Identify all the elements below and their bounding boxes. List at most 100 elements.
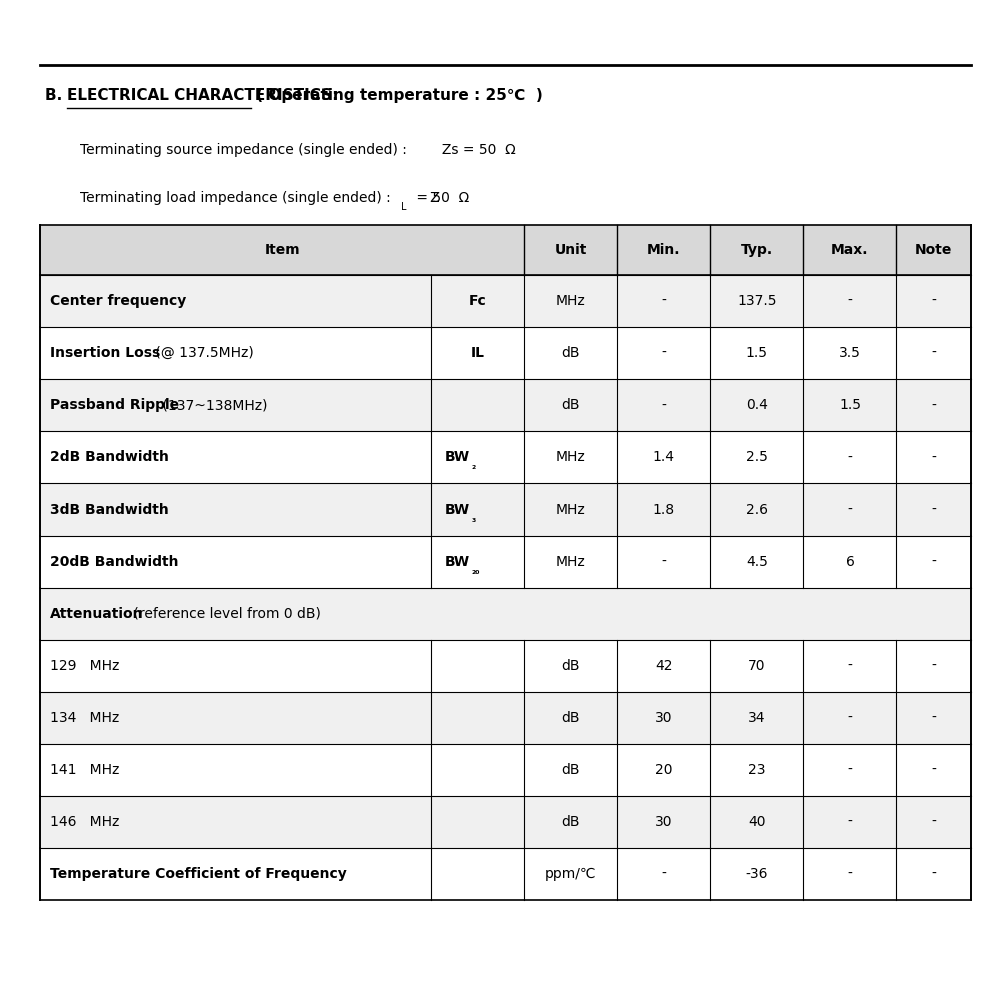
Text: -: - bbox=[931, 398, 936, 412]
Bar bbox=[40, 225, 971, 275]
Text: ₂: ₂ bbox=[471, 461, 475, 471]
Bar bbox=[40, 744, 971, 796]
Text: 20: 20 bbox=[655, 763, 673, 777]
Text: -: - bbox=[848, 659, 853, 673]
Text: ₃: ₃ bbox=[471, 514, 475, 524]
Text: -: - bbox=[931, 867, 936, 881]
Text: MHz: MHz bbox=[556, 450, 586, 464]
Text: -: - bbox=[662, 555, 667, 569]
Text: -: - bbox=[931, 450, 936, 464]
Text: 1.5: 1.5 bbox=[839, 398, 861, 412]
Text: 1.4: 1.4 bbox=[653, 450, 675, 464]
Text: ₂₀: ₂₀ bbox=[471, 566, 480, 576]
Text: BW: BW bbox=[444, 503, 469, 517]
Bar bbox=[40, 588, 971, 640]
Text: -: - bbox=[931, 711, 936, 725]
Text: = 50  Ω: = 50 Ω bbox=[412, 191, 469, 205]
Text: 3dB Bandwidth: 3dB Bandwidth bbox=[50, 503, 169, 517]
Text: BW: BW bbox=[444, 555, 469, 569]
Text: Insertion Loss: Insertion Loss bbox=[50, 346, 160, 360]
Bar bbox=[40, 796, 971, 848]
Text: 23: 23 bbox=[748, 763, 766, 777]
Bar bbox=[40, 275, 971, 327]
Text: 141   MHz: 141 MHz bbox=[50, 763, 119, 777]
Text: Terminating load impedance (single ended) :         Z: Terminating load impedance (single ended… bbox=[80, 191, 439, 205]
Text: 4.5: 4.5 bbox=[746, 555, 768, 569]
Text: 40: 40 bbox=[748, 815, 766, 829]
Text: -: - bbox=[848, 294, 853, 308]
Text: dB: dB bbox=[562, 711, 580, 725]
Text: (137~138MHz): (137~138MHz) bbox=[158, 398, 267, 412]
Text: MHz: MHz bbox=[556, 555, 586, 569]
Bar bbox=[40, 483, 971, 536]
Text: 34: 34 bbox=[748, 711, 766, 725]
Bar bbox=[40, 692, 971, 744]
Text: Min.: Min. bbox=[647, 243, 681, 257]
Text: (reference level from 0 dB): (reference level from 0 dB) bbox=[129, 607, 321, 621]
Bar bbox=[40, 536, 971, 588]
Text: -: - bbox=[848, 450, 853, 464]
Text: -: - bbox=[662, 294, 667, 308]
Text: Fc: Fc bbox=[468, 294, 486, 308]
Text: Max.: Max. bbox=[831, 243, 869, 257]
Text: MHz: MHz bbox=[556, 294, 586, 308]
Text: L: L bbox=[401, 202, 406, 212]
Text: -: - bbox=[931, 346, 936, 360]
Text: -: - bbox=[931, 294, 936, 308]
Text: 20dB Bandwidth: 20dB Bandwidth bbox=[50, 555, 178, 569]
Text: 3.5: 3.5 bbox=[839, 346, 861, 360]
Text: Terminating source impedance (single ended) :        Zs = 50  Ω: Terminating source impedance (single end… bbox=[80, 143, 516, 157]
Text: 6: 6 bbox=[846, 555, 855, 569]
Text: 146   MHz: 146 MHz bbox=[50, 815, 119, 829]
Text: 134   MHz: 134 MHz bbox=[50, 711, 119, 725]
Text: -: - bbox=[931, 555, 936, 569]
Bar bbox=[40, 640, 971, 692]
Text: dB: dB bbox=[562, 659, 580, 673]
Bar bbox=[40, 431, 971, 483]
Text: -36: -36 bbox=[746, 867, 768, 881]
Text: -: - bbox=[848, 867, 853, 881]
Text: 1.8: 1.8 bbox=[653, 503, 675, 517]
Text: 2dB Bandwidth: 2dB Bandwidth bbox=[50, 450, 169, 464]
Text: dB: dB bbox=[562, 398, 580, 412]
Text: Note: Note bbox=[915, 243, 952, 257]
Text: 0.4: 0.4 bbox=[746, 398, 768, 412]
Text: -: - bbox=[848, 711, 853, 725]
Text: -: - bbox=[931, 815, 936, 829]
Text: 2.5: 2.5 bbox=[746, 450, 768, 464]
Text: dB: dB bbox=[562, 815, 580, 829]
Text: 30: 30 bbox=[655, 711, 673, 725]
Text: (@ 137.5MHz): (@ 137.5MHz) bbox=[151, 346, 253, 360]
Text: Attenuation: Attenuation bbox=[50, 607, 143, 621]
Text: Center frequency: Center frequency bbox=[50, 294, 186, 308]
Text: dB: dB bbox=[562, 763, 580, 777]
Text: Item: Item bbox=[264, 243, 300, 257]
Text: Temperature Coefficient of Frequency: Temperature Coefficient of Frequency bbox=[50, 867, 346, 881]
Text: Passband Ripple: Passband Ripple bbox=[50, 398, 179, 412]
Text: 42: 42 bbox=[655, 659, 673, 673]
Text: ppm/℃: ppm/℃ bbox=[545, 867, 597, 881]
Text: 1.5: 1.5 bbox=[746, 346, 768, 360]
Text: MHz: MHz bbox=[556, 503, 586, 517]
Text: ELECTRICAL CHARACTERISTICS:: ELECTRICAL CHARACTERISTICS: bbox=[67, 88, 338, 102]
Text: Unit: Unit bbox=[555, 243, 587, 257]
Text: -: - bbox=[931, 659, 936, 673]
Text: 70: 70 bbox=[748, 659, 766, 673]
Text: -: - bbox=[848, 815, 853, 829]
Text: -: - bbox=[931, 763, 936, 777]
Text: -: - bbox=[931, 503, 936, 517]
Text: 30: 30 bbox=[655, 815, 673, 829]
Text: B.: B. bbox=[45, 88, 67, 102]
Text: ( Operating temperature : 25℃  ): ( Operating temperature : 25℃ ) bbox=[251, 88, 543, 102]
Text: -: - bbox=[662, 346, 667, 360]
Bar bbox=[40, 848, 971, 900]
Text: 129   MHz: 129 MHz bbox=[50, 659, 119, 673]
Text: -: - bbox=[662, 867, 667, 881]
Text: 2.6: 2.6 bbox=[746, 503, 768, 517]
Text: -: - bbox=[848, 763, 853, 777]
Text: -: - bbox=[662, 398, 667, 412]
Text: Typ.: Typ. bbox=[741, 243, 773, 257]
Text: dB: dB bbox=[562, 346, 580, 360]
Bar bbox=[40, 327, 971, 379]
Text: IL: IL bbox=[470, 346, 484, 360]
